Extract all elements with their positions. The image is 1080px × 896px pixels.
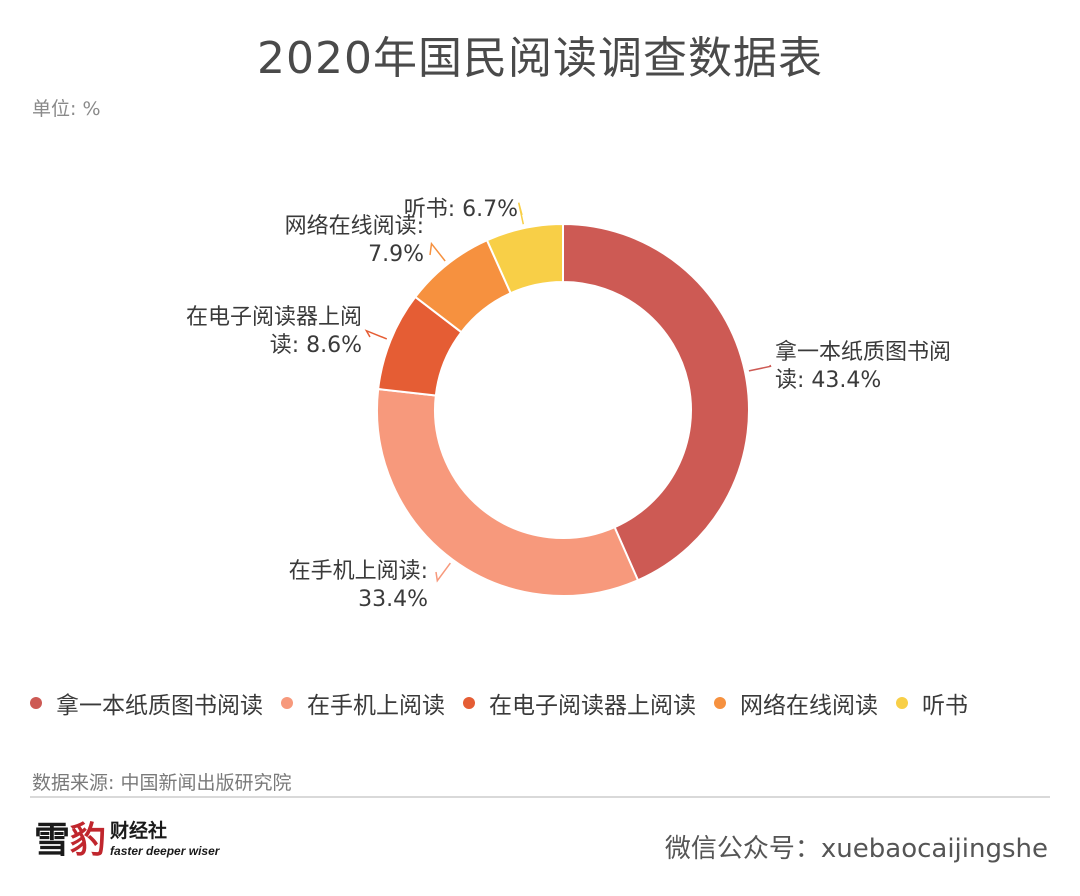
slice-label-0: 拿一本纸质图书阅读: 43.4%	[775, 339, 951, 393]
legend-dot-paper	[30, 697, 42, 709]
slice-label-line-1-0: 在手机上阅读:	[289, 559, 428, 584]
slice-label-1: 在手机上阅读: 33.4%	[289, 559, 428, 612]
legend-label-mobile: 在手机上阅读	[307, 693, 445, 719]
legend-item-audio: 听书	[896, 686, 968, 720]
leader-line-3	[429, 241, 446, 262]
brand-logo: 雪豹 财经社 faster deeper wiser	[34, 820, 220, 859]
slice-label-line-0-1: 读: 43.4%	[775, 368, 881, 393]
wechat-account: 微信公众号：xuebaocaijingshe	[664, 834, 1048, 864]
logo-tagline: faster deeper wiser	[110, 844, 220, 858]
leader-line-4	[517, 202, 525, 225]
slice-label-line-1-1: 33.4%	[358, 587, 428, 612]
unit-label: 单位: %	[32, 98, 101, 120]
slice-label-line-2-0: 在电子阅读器上阅	[186, 305, 362, 330]
donut-chart: 拿一本纸质图书阅读: 43.4% 在手机上阅读: 33.4% 在电子阅读器上阅读: 8…	[186, 197, 951, 612]
slice-label-4: 听书: 6.7%	[404, 197, 518, 222]
donut-slice-1	[376, 387, 640, 597]
slice-label-line-3-1: 7.9%	[368, 242, 424, 267]
legend-dot-audio	[896, 697, 908, 709]
logo-main: 雪豹	[34, 822, 106, 858]
leader-line-2	[364, 329, 388, 340]
logo-stack: 财经社 faster deeper wiser	[110, 820, 220, 859]
slice-label-line-4-0: 听书: 6.7%	[404, 197, 518, 222]
slice-label-line-0-0: 拿一本纸质图书阅	[775, 339, 951, 365]
chart-title: 2020年国民阅读调查数据表	[257, 33, 823, 84]
footer-divider	[30, 796, 1050, 798]
slice-label-2: 在电子阅读器上阅读: 8.6%	[186, 305, 362, 358]
legend-dot-ereader	[463, 697, 475, 709]
slice-label-3: 网络在线阅读: 7.9%	[285, 214, 424, 267]
data-source: 数据来源: 中国新闻出版研究院	[32, 772, 292, 794]
logo-sub: 财经社	[110, 820, 168, 842]
donut-slice-4	[485, 222, 564, 295]
legend-label-paper: 拿一本纸质图书阅读	[56, 693, 263, 719]
legend-label-online: 网络在线阅读	[740, 693, 878, 719]
legend-item-mobile: 在手机上阅读	[281, 686, 445, 720]
leader-line-0	[748, 364, 772, 372]
leader-line-1	[435, 562, 451, 583]
legend-item-paper: 拿一本纸质图书阅读	[30, 686, 263, 720]
legend-dot-mobile	[281, 697, 293, 709]
legend-item-ereader: 在电子阅读器上阅读	[463, 686, 696, 720]
donut-slice-0	[562, 222, 750, 582]
legend-label-audio: 听书	[922, 693, 968, 719]
slice-label-line-2-1: 读: 8.6%	[270, 333, 362, 358]
slice-label-line-3-0: 网络在线阅读:	[285, 214, 424, 239]
legend-label-ereader: 在电子阅读器上阅读	[489, 693, 696, 719]
legend-dot-online	[714, 697, 726, 709]
legend-item-online: 网络在线阅读	[714, 686, 878, 720]
legend: 拿一本纸质图书阅读 在手机上阅读 在电子阅读器上阅读 网络在线阅读 听书	[30, 686, 1060, 720]
logo-char-b: 豹	[70, 819, 107, 861]
logo-char-a: 雪	[34, 819, 71, 861]
